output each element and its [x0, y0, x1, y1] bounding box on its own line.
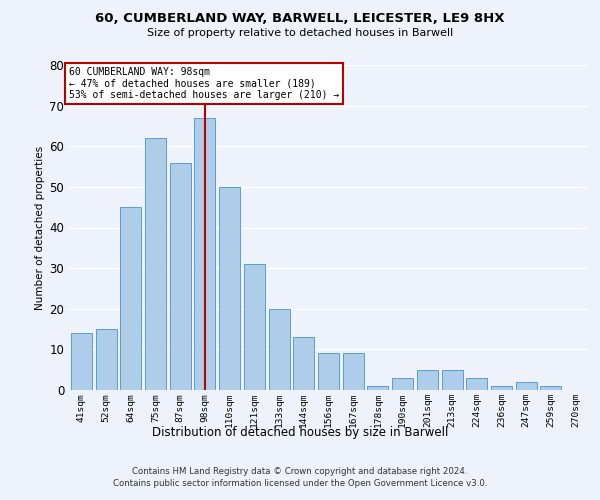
- Text: Size of property relative to detached houses in Barwell: Size of property relative to detached ho…: [147, 28, 453, 38]
- Text: 60 CUMBERLAND WAY: 98sqm
← 47% of detached houses are smaller (189)
53% of semi-: 60 CUMBERLAND WAY: 98sqm ← 47% of detach…: [69, 67, 339, 100]
- Bar: [219, 187, 240, 390]
- Bar: [269, 308, 290, 390]
- Bar: [392, 378, 413, 390]
- Bar: [95, 329, 116, 390]
- Bar: [170, 162, 191, 390]
- Bar: [491, 386, 512, 390]
- Text: Distribution of detached houses by size in Barwell: Distribution of detached houses by size …: [152, 426, 448, 439]
- Bar: [145, 138, 166, 390]
- Bar: [244, 264, 265, 390]
- Bar: [318, 354, 339, 390]
- Bar: [194, 118, 215, 390]
- Bar: [293, 337, 314, 390]
- Bar: [417, 370, 438, 390]
- Text: Contains HM Land Registry data © Crown copyright and database right 2024.
Contai: Contains HM Land Registry data © Crown c…: [113, 466, 487, 487]
- Bar: [442, 370, 463, 390]
- Bar: [367, 386, 388, 390]
- Text: 60, CUMBERLAND WAY, BARWELL, LEICESTER, LE9 8HX: 60, CUMBERLAND WAY, BARWELL, LEICESTER, …: [95, 12, 505, 26]
- Bar: [343, 354, 364, 390]
- Bar: [516, 382, 537, 390]
- Y-axis label: Number of detached properties: Number of detached properties: [35, 146, 45, 310]
- Bar: [466, 378, 487, 390]
- Bar: [541, 386, 562, 390]
- Bar: [120, 207, 141, 390]
- Bar: [71, 333, 92, 390]
